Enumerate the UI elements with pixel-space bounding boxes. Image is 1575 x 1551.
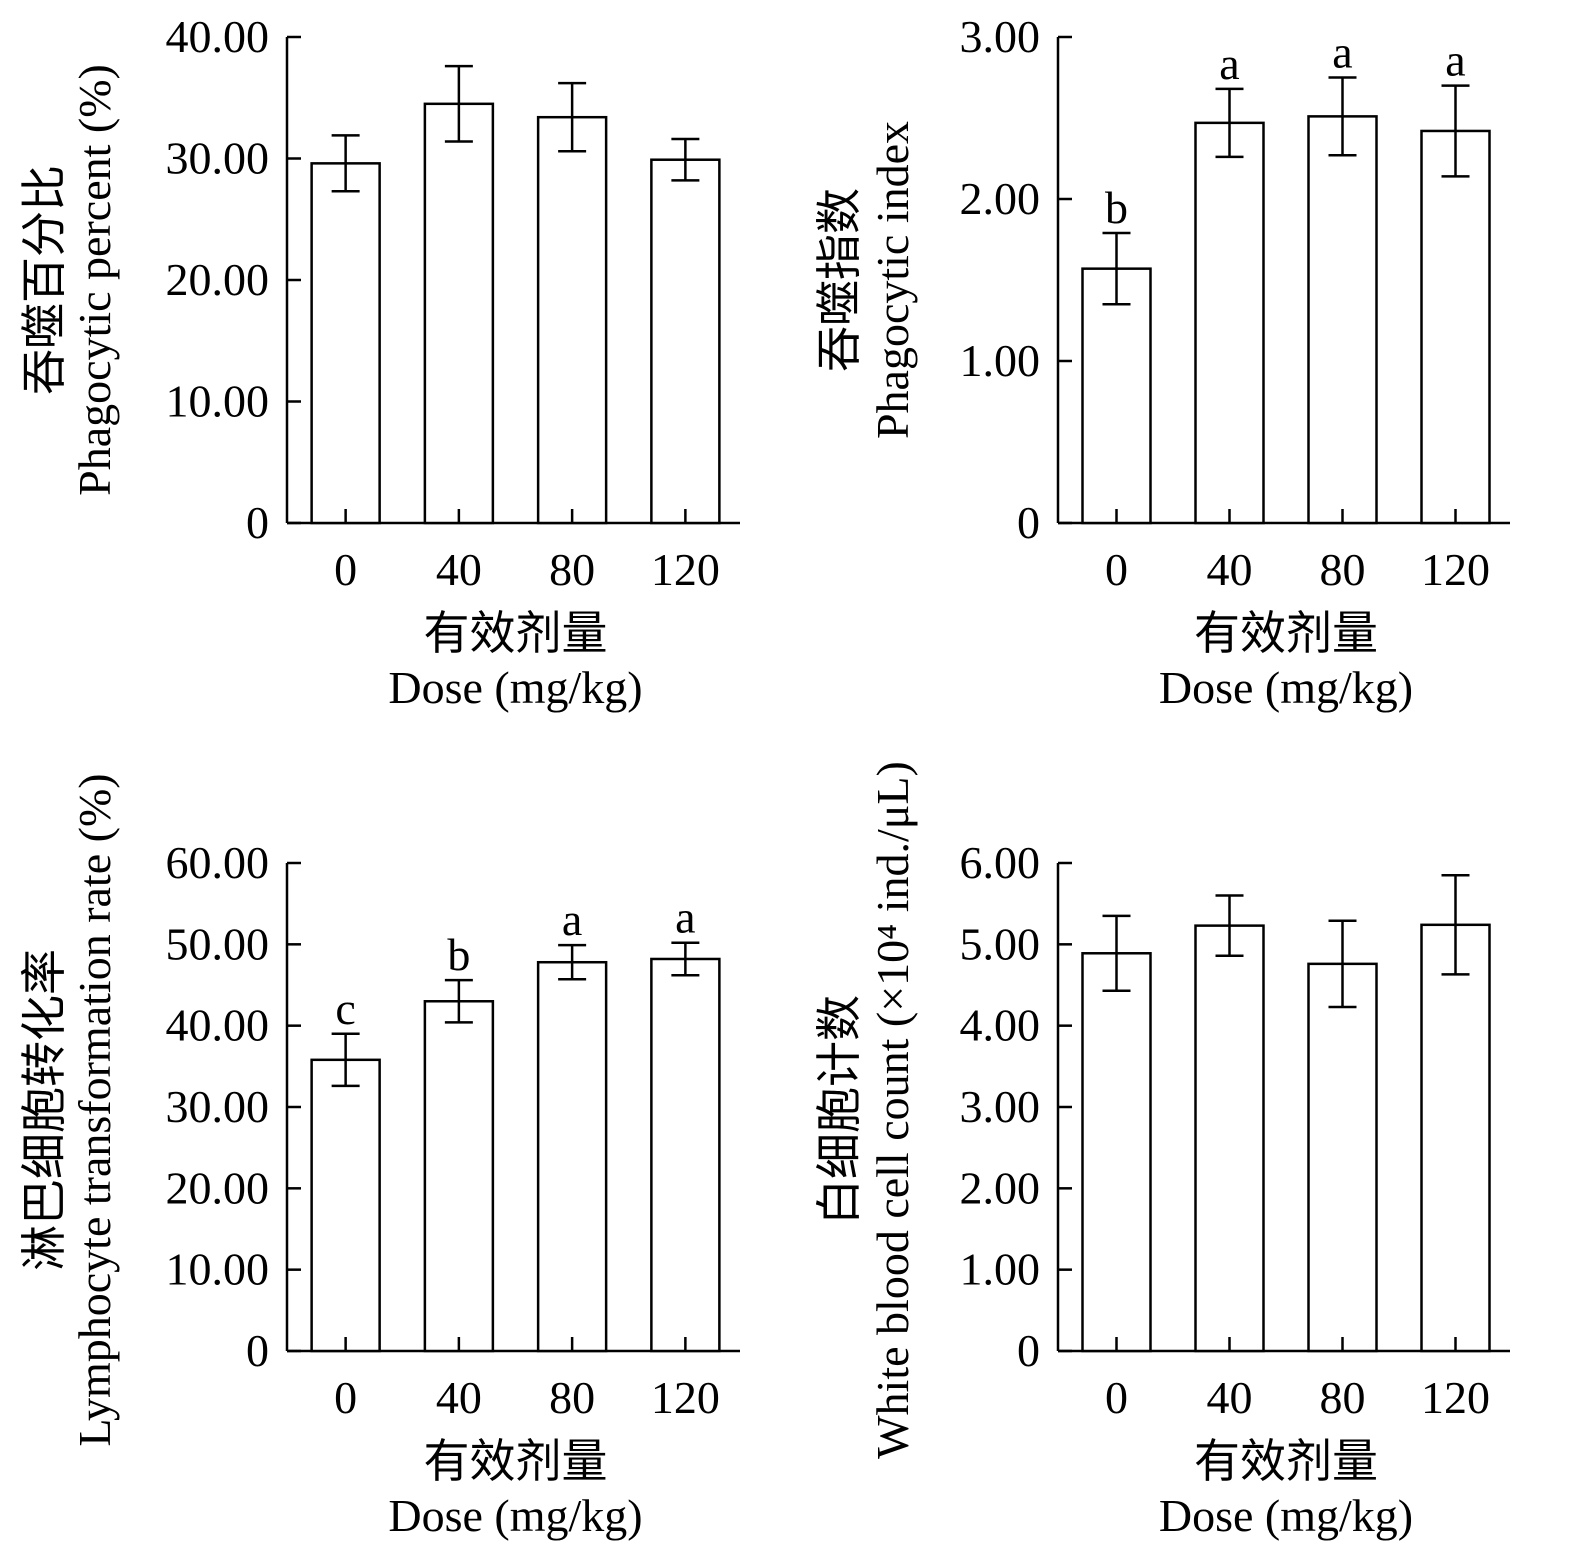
x-tick-label: 120 xyxy=(1421,544,1490,595)
x-tick-label: 0 xyxy=(334,1372,357,1423)
y-label-cn: 吞噬指数 xyxy=(814,188,865,372)
significance-letter: a xyxy=(675,892,695,943)
bar xyxy=(1420,129,1491,525)
significance-letter: a xyxy=(1445,35,1465,86)
x-tick-label: 0 xyxy=(334,544,357,595)
x-label: Dose (mg/kg) xyxy=(1159,1490,1413,1541)
bar xyxy=(310,1058,381,1353)
x-label-cn: 有效剂量 xyxy=(1194,1436,1378,1487)
x-label-cn: 有效剂量 xyxy=(424,608,608,659)
y-tick-label: 30.00 xyxy=(166,1081,270,1132)
y-tick-label: 50.00 xyxy=(166,918,270,969)
y-tick-label: 40.00 xyxy=(166,11,270,62)
x-tick-label: 0 xyxy=(1105,544,1128,595)
y-label-cn: 淋巴细胞转化率 xyxy=(19,949,70,1271)
significance-letter: c xyxy=(335,983,355,1034)
y-tick-label: 0 xyxy=(246,497,269,548)
y-label: Phagocytic percent (%) xyxy=(69,64,120,496)
bar xyxy=(1194,121,1265,525)
y-tick-label: 2.00 xyxy=(960,1162,1041,1213)
x-tick-label: 120 xyxy=(1421,1372,1490,1423)
significance-letter: b xyxy=(447,929,470,980)
y-tick-label: 4.00 xyxy=(960,1000,1041,1051)
significance-letter: a xyxy=(1219,38,1239,89)
y-tick-label: 0 xyxy=(1017,497,1040,548)
x-label: Dose (mg/kg) xyxy=(388,662,642,713)
y-tick-label: 5.00 xyxy=(960,918,1041,969)
y-tick-label: 40.00 xyxy=(166,1000,270,1051)
y-tick-label: 1.00 xyxy=(960,335,1041,386)
y-tick-label: 30.00 xyxy=(166,133,270,184)
bar xyxy=(536,115,608,525)
y-tick-label: 10.00 xyxy=(166,1244,270,1295)
x-tick-label: 80 xyxy=(549,1372,595,1423)
bar xyxy=(1081,267,1152,525)
bar xyxy=(1307,115,1378,525)
bar xyxy=(310,162,381,525)
x-label-cn: 有效剂量 xyxy=(424,1436,608,1487)
bar xyxy=(536,960,608,1353)
y-tick-label: 20.00 xyxy=(166,1162,270,1213)
y-tick-label: 3.00 xyxy=(960,1081,1041,1132)
x-tick-label: 80 xyxy=(549,544,595,595)
x-tick-label: 40 xyxy=(436,544,482,595)
y-label-cn: 吞噬百分比 xyxy=(19,165,70,395)
significance-letter: b xyxy=(1105,182,1128,233)
y-tick-label: 20.00 xyxy=(166,254,270,305)
x-tick-label: 40 xyxy=(1207,544,1253,595)
x-label: Dose (mg/kg) xyxy=(1159,662,1413,713)
x-tick-label: 0 xyxy=(1105,1372,1128,1423)
y-label: Phagocytic index xyxy=(867,121,918,439)
significance-letter: a xyxy=(562,894,582,945)
bar xyxy=(423,1000,495,1353)
y-tick-label: 2.00 xyxy=(960,173,1041,224)
x-tick-label: 40 xyxy=(1207,1372,1253,1423)
x-tick-label: 40 xyxy=(436,1372,482,1423)
y-label-cn: 白细胞计数 xyxy=(814,995,865,1225)
bar xyxy=(1420,923,1491,1353)
y-tick-label: 10.00 xyxy=(166,376,270,427)
x-tick-label: 120 xyxy=(651,1372,720,1423)
y-tick-label: 0 xyxy=(1017,1325,1040,1376)
bar xyxy=(1194,924,1265,1353)
y-tick-label: 0 xyxy=(246,1325,269,1376)
significance-letter: a xyxy=(1332,27,1352,78)
bar xyxy=(650,957,721,1353)
panel-4: 0 1.00 2.00 3.00 4.00 5.00 6.00 0 40 80 120 有效剂量Dos… xyxy=(814,761,1510,1541)
bar xyxy=(423,102,495,525)
x-tick-label: 120 xyxy=(651,544,720,595)
bar xyxy=(1307,962,1378,1353)
y-tick-label: 60.00 xyxy=(166,837,270,888)
y-tick-label: 1.00 xyxy=(960,1244,1041,1295)
y-label: White blood cell count (×10⁴ ind./μL) xyxy=(867,761,918,1459)
panel-3: 0 10.00 20.00 30.00 40.00 50.00 60.00 0 c 40 b 80 a 1… xyxy=(19,773,740,1541)
x-label: Dose (mg/kg) xyxy=(388,1490,642,1541)
y-label: Lymphocyte transformation rate (%) xyxy=(69,773,120,1446)
bar xyxy=(1081,952,1152,1353)
bar xyxy=(650,158,721,525)
x-tick-label: 80 xyxy=(1320,1372,1366,1423)
y-tick-label: 3.00 xyxy=(960,11,1041,62)
x-tick-label: 80 xyxy=(1320,544,1366,595)
x-label-cn: 有效剂量 xyxy=(1194,608,1378,659)
y-tick-label: 6.00 xyxy=(960,837,1041,888)
